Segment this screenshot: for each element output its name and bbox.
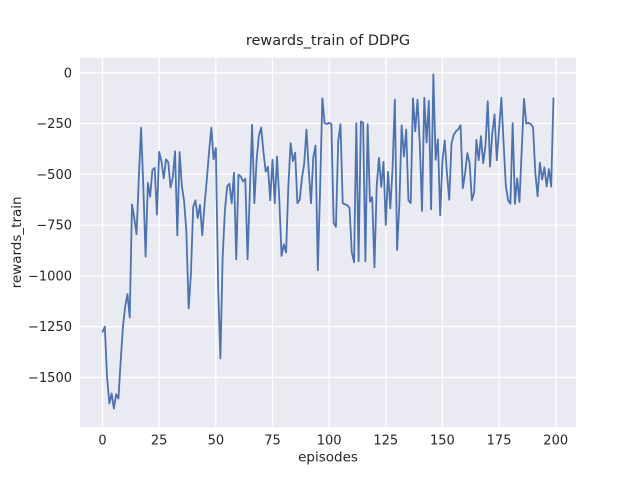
y-tick-label: 0	[64, 66, 72, 81]
y-tick-label: −1250	[28, 320, 72, 335]
y-tick-label: −250	[36, 117, 72, 132]
x-tick-label: 150	[430, 434, 455, 449]
x-tick-label: 75	[264, 434, 281, 449]
chart-title: rewards_train of DDPG	[246, 33, 410, 49]
y-tick-label: −1500	[28, 371, 72, 386]
series-line	[101, 73, 555, 410]
x-tick-label: 125	[373, 434, 398, 449]
x-tick-label: 0	[98, 434, 106, 449]
y-tick-label: −1000	[28, 269, 72, 284]
x-tick-labels: 0 25 50 75 100 125 150 175 200	[98, 434, 568, 449]
y-axis-label: rewards_train	[9, 196, 25, 288]
x-tick-label: 175	[487, 434, 512, 449]
x-tick-label: 200	[543, 434, 568, 449]
y-tick-label: −500	[36, 168, 72, 183]
x-tick-label: 50	[208, 434, 225, 449]
x-tick-label: 25	[151, 434, 168, 449]
y-tick-label: −750	[36, 219, 72, 234]
x-axis-label: episodes	[298, 450, 358, 466]
x-tick-label: 100	[317, 434, 342, 449]
y-tick-labels: 0 −250 −500 −750 −1000 −1250 −1500	[28, 66, 72, 386]
